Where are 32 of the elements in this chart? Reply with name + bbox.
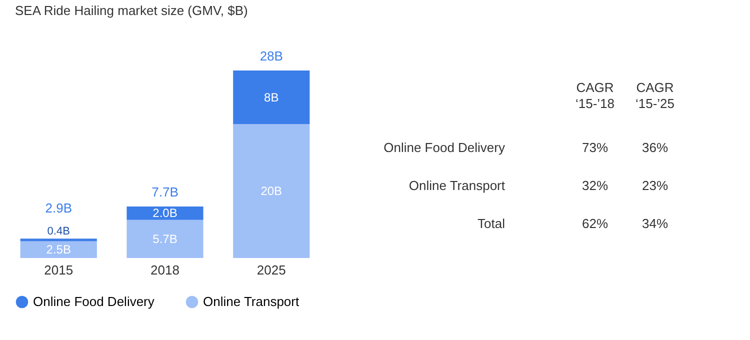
data-label: 2.5B (46, 242, 71, 257)
x-tick-label: 2018 (150, 262, 180, 278)
chart-title: SEA Ride Hailing market size (GMV, $B) (15, 3, 248, 18)
text: Online Food Delivery (384, 140, 506, 155)
legend-label: Online Transport (203, 294, 300, 309)
text: 23% (642, 178, 668, 193)
x-tick-label: 2015 (44, 262, 74, 278)
total-label: 2.9B (45, 200, 72, 216)
text: Total (478, 216, 506, 231)
data-label: 2.0B (152, 206, 178, 220)
data-label: 0.4B (47, 226, 70, 238)
bar (126, 206, 204, 220)
total-label: 7.7B (152, 184, 178, 200)
text: 34% (642, 216, 668, 231)
data-label: 8B (264, 90, 279, 104)
text: CAGR ‘15-’18 (575, 80, 615, 111)
x-tick-label: 2025 (256, 262, 286, 278)
bar (20, 238, 97, 242)
text: CAGR ‘15-’25 (635, 80, 675, 111)
data-label: 5.7B (152, 232, 178, 246)
text: 73% (582, 140, 608, 155)
text: 32% (582, 178, 608, 193)
bar (20, 241, 97, 258)
bar (233, 70, 310, 124)
total-label: 28B (260, 48, 283, 64)
bar (126, 220, 204, 258)
bar (233, 124, 310, 258)
data-label: 20B (260, 184, 282, 198)
legend-label: Online Food Delivery (33, 294, 155, 309)
text: 62% (582, 216, 608, 231)
text: 36% (642, 140, 668, 155)
text: Online Transport (408, 178, 506, 193)
